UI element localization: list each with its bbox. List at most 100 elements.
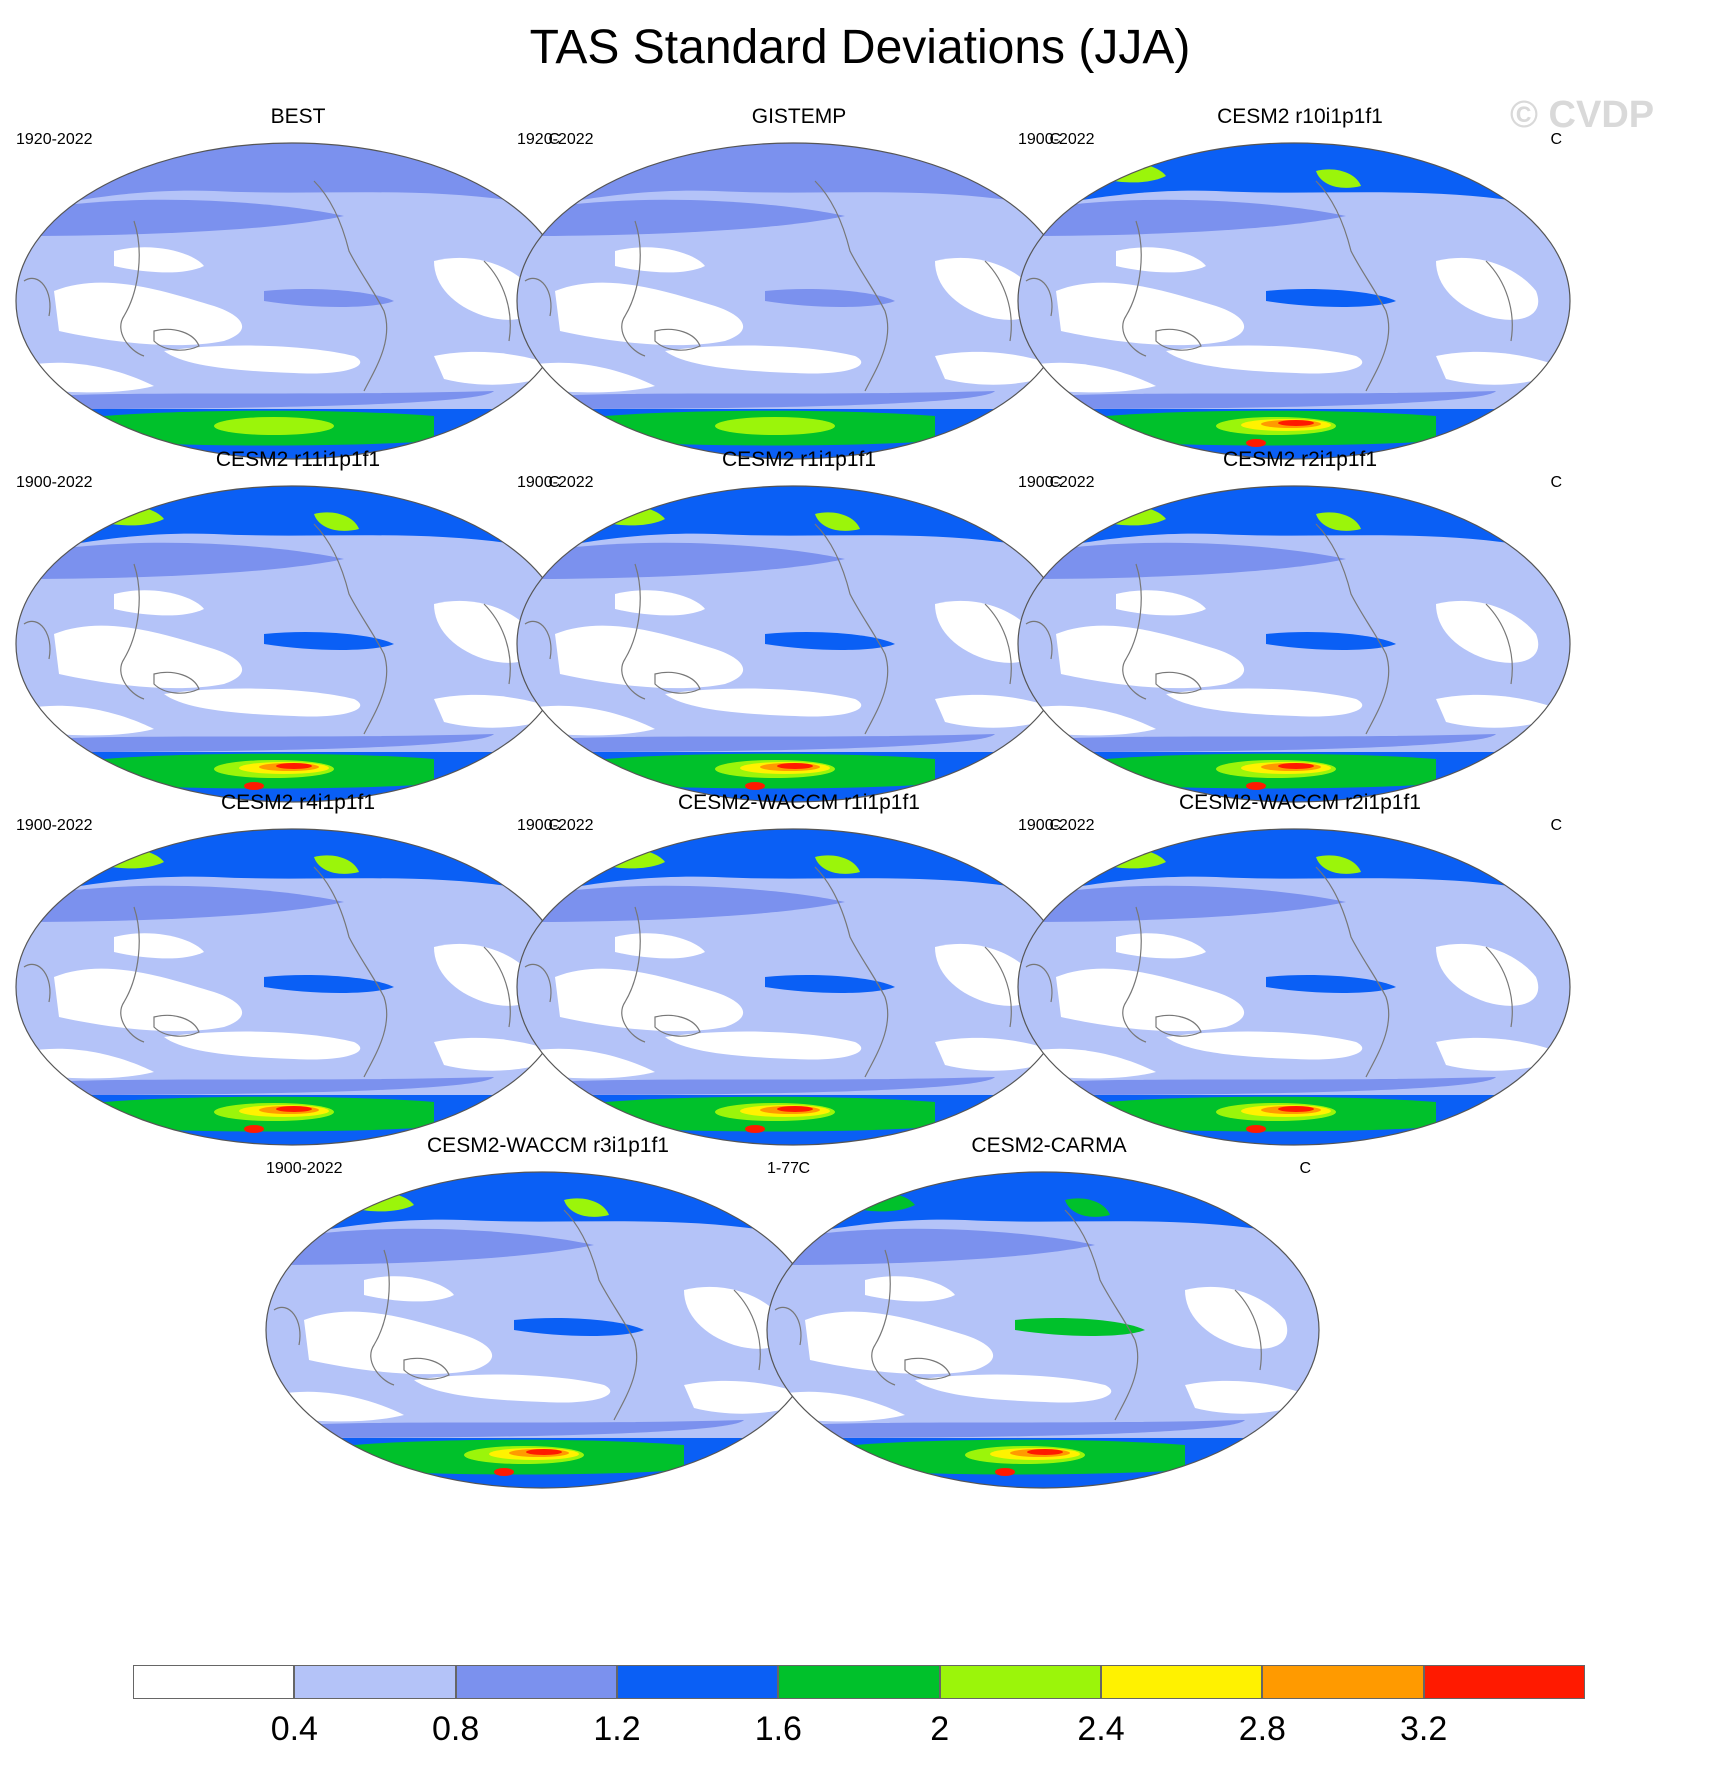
panel-period: 1900-2022 <box>1018 817 1095 834</box>
panel-period: 1900-2022 <box>517 474 594 491</box>
low-variance-region <box>935 1037 1065 1071</box>
low-variance-region <box>164 1031 361 1060</box>
panel-title: CESM2 r1i1p1f1 <box>721 448 877 471</box>
antarctic-peak <box>745 1125 765 1133</box>
arctic-high-variance <box>815 855 860 874</box>
southern-ocean-band <box>545 734 995 752</box>
antarctic-peak <box>494 1468 514 1476</box>
tropical-pacific-band <box>1266 632 1396 650</box>
panel-units: C <box>1550 817 1562 834</box>
america-coastline <box>1315 866 1390 1078</box>
panel-units: C <box>548 817 560 834</box>
australia-coastline <box>153 671 200 694</box>
midlatitude-band <box>24 199 344 236</box>
asia-coastline <box>120 563 145 700</box>
america-coastline <box>313 523 388 735</box>
colorbar-swatch <box>778 1665 940 1699</box>
panel-period: 1920-2022 <box>517 131 594 148</box>
robinson-map <box>1017 828 1571 1146</box>
low-variance-region <box>54 625 243 689</box>
antarctic-peak <box>276 763 312 769</box>
panel-units: C <box>1550 131 1562 148</box>
panel-units: C <box>1049 817 1061 834</box>
colorbar-tick-label: 2 <box>930 1710 950 1748</box>
africa-coastline <box>273 1306 301 1346</box>
asia-coastline <box>120 906 145 1043</box>
low-variance-region <box>114 590 204 616</box>
midlatitude-band <box>525 199 845 236</box>
low-variance-region <box>1166 688 1363 717</box>
map-frame <box>1017 485 1571 803</box>
arctic-high-variance <box>1316 855 1361 874</box>
map-panel: CESM2 r4i1p1f1 1900-2022 C <box>14 791 582 1155</box>
low-variance-region <box>1185 1286 1288 1349</box>
robinson-map <box>766 1171 1320 1489</box>
panel-units: C <box>1299 1160 1311 1177</box>
low-variance-region <box>665 1031 862 1060</box>
midlatitude-band <box>24 542 344 579</box>
robinson-map <box>516 142 1070 460</box>
africa-coastline <box>524 277 552 317</box>
low-variance-region <box>434 600 537 663</box>
africa-coastline <box>524 620 552 660</box>
low-variance-region <box>935 943 1038 1006</box>
panel-title: BEST <box>270 105 326 128</box>
low-variance-region <box>54 968 243 1032</box>
australia-coastline <box>1155 1014 1202 1037</box>
southern-ocean-band <box>1046 391 1496 409</box>
low-variance-region <box>555 625 744 689</box>
australia-coastline <box>153 1014 200 1037</box>
map-panel: CESM2 r1i1p1f1 1900-2022 C <box>515 448 1083 812</box>
tropical-pacific-band <box>1266 289 1396 307</box>
antarctic-peak <box>777 1106 813 1112</box>
low-variance-region <box>935 351 1065 385</box>
panel-units: C <box>798 1160 810 1177</box>
america-coastline <box>814 523 889 735</box>
america-coastline <box>1315 180 1390 392</box>
map-frame <box>1017 828 1571 1146</box>
arctic-high-variance <box>1316 512 1361 531</box>
map-panel: CESM2-CARMA 1-77 C <box>765 1134 1333 1498</box>
low-variance-region <box>364 1276 454 1302</box>
tropical-pacific-band <box>264 632 394 650</box>
asia-coastline <box>621 906 646 1043</box>
antarctic-peak <box>1027 1449 1063 1455</box>
cvdp-watermark: © CVDP <box>1510 94 1655 136</box>
arctic-region <box>74 829 514 887</box>
low-variance-region <box>304 1311 493 1375</box>
low-variance-region <box>1436 694 1566 728</box>
southern-ocean-band <box>294 1420 744 1438</box>
low-variance-region <box>684 1286 787 1349</box>
low-variance-region <box>615 933 705 959</box>
southern-ocean-band <box>795 1420 1245 1438</box>
australia-coastline <box>153 328 200 351</box>
colorbar-tick-label: 0.8 <box>432 1710 480 1748</box>
panel-period: 1920-2022 <box>16 131 93 148</box>
africa-coastline <box>984 260 1012 342</box>
low-variance-region <box>615 590 705 616</box>
panel-title: CESM2 r4i1p1f1 <box>220 791 376 814</box>
africa-coastline <box>774 1306 802 1346</box>
arctic-region <box>825 1172 1265 1230</box>
robinson-map <box>1017 485 1571 803</box>
antarctic-peak <box>244 782 264 790</box>
map-panel: CESM2-WACCM r1i1p1f1 1900-2022 C <box>515 791 1083 1155</box>
low-variance-region <box>865 1276 955 1302</box>
low-variance-region <box>1436 257 1539 320</box>
colorbar <box>133 1665 1585 1699</box>
arctic-region <box>74 143 514 201</box>
africa-coastline <box>483 946 511 1028</box>
map-panel: CESM2-WACCM r3i1p1f1 1900-2022 C <box>264 1134 832 1498</box>
panel-period: 1900-2022 <box>1018 131 1095 148</box>
arctic-region <box>575 829 1015 887</box>
tropical-pacific-band <box>264 975 394 993</box>
antarctic-peak <box>995 1468 1015 1476</box>
panel-period: 1900-2022 <box>16 817 93 834</box>
colorbar-tick-label: 1.2 <box>593 1710 641 1748</box>
panel-title: CESM2-WACCM r2i1p1f1 <box>1179 791 1421 814</box>
low-variance-region <box>1056 282 1245 346</box>
australia-coastline <box>654 671 701 694</box>
antarctic-peak <box>1278 763 1314 769</box>
low-variance-region <box>1116 933 1206 959</box>
low-variance-region <box>1436 600 1539 663</box>
